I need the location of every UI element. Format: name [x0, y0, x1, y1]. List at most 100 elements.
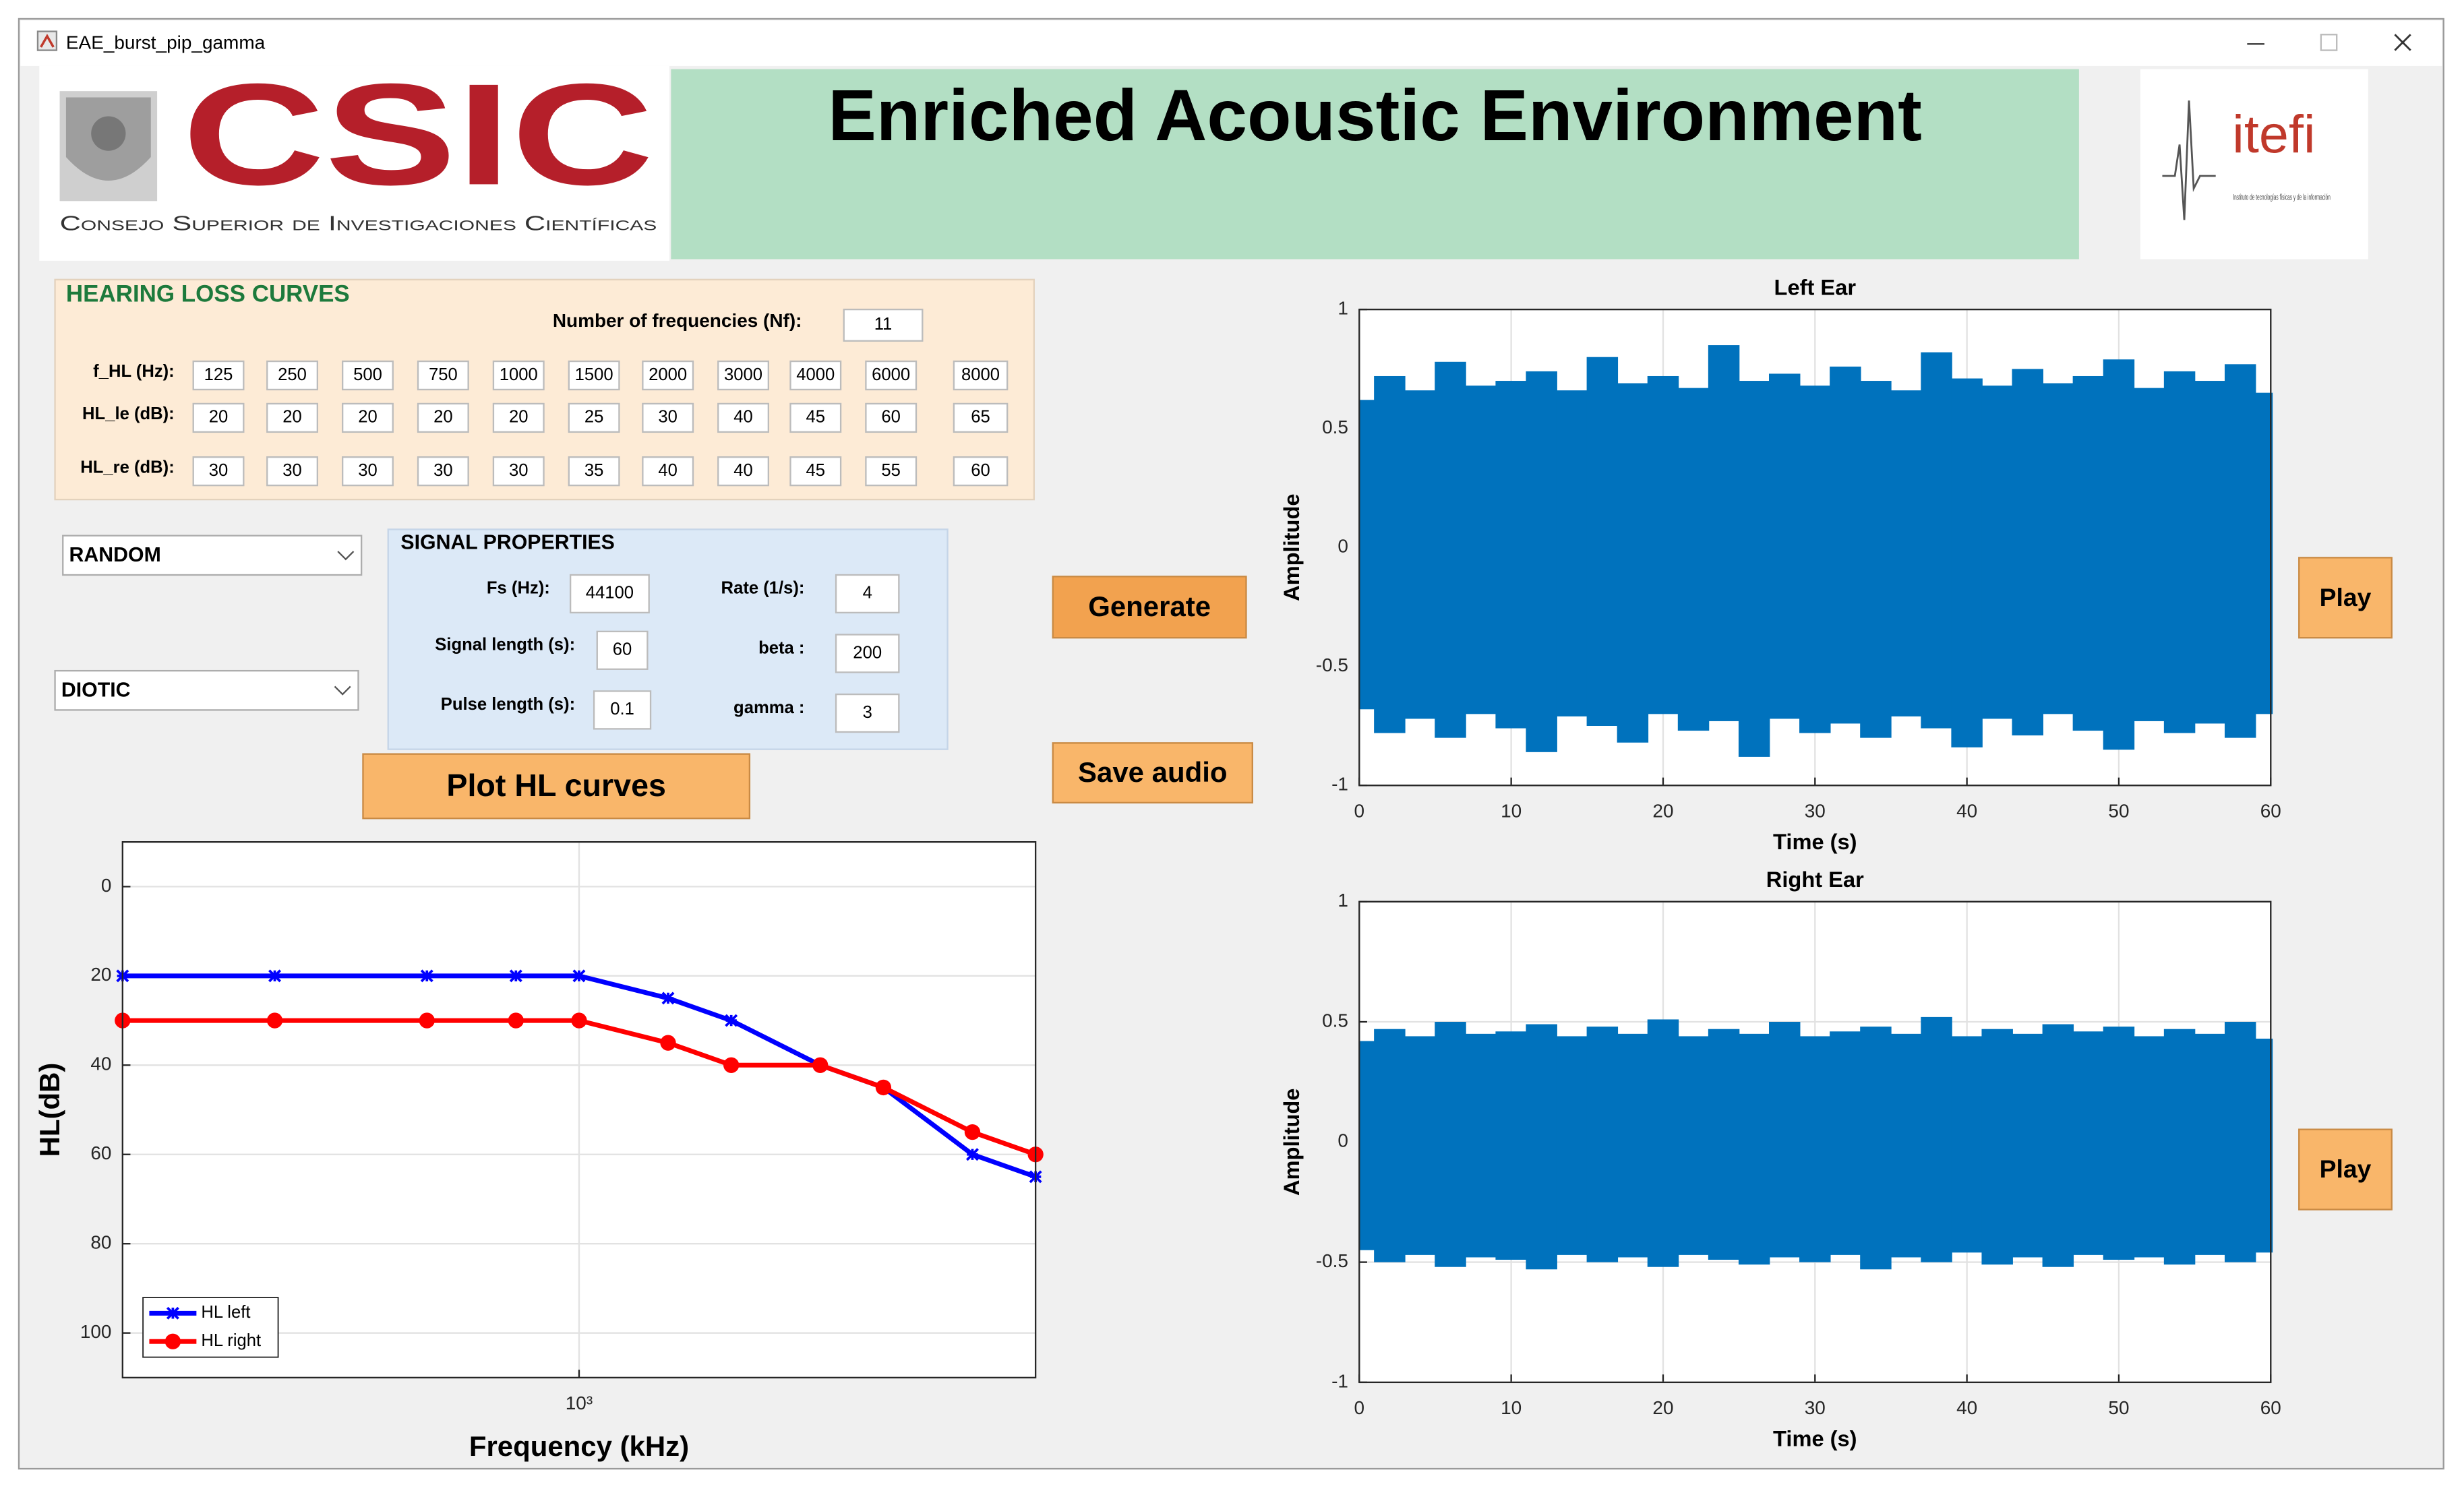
hl-row-label: HL_re (dB):	[80, 458, 175, 477]
hl-input-value: 30	[509, 461, 529, 480]
hl-input[interactable]	[642, 360, 694, 391]
hl-input[interactable]	[341, 360, 394, 391]
hl-input[interactable]	[492, 360, 545, 391]
hl-input[interactable]	[417, 456, 469, 487]
signal-band	[2255, 1038, 2273, 1253]
itefi-logo-text: itefi	[2232, 104, 2315, 164]
hl-input[interactable]	[192, 456, 245, 487]
signal-field-value: 60	[613, 640, 632, 659]
button-label[interactable]: Generate	[1088, 590, 1211, 622]
signal-field-label: Fs (Hz):	[487, 579, 550, 598]
title-bar	[20, 20, 2442, 66]
hl-input[interactable]	[417, 360, 469, 391]
signal-band	[1981, 386, 2013, 719]
button[interactable]	[2298, 1128, 2393, 1211]
hl-input[interactable]	[266, 402, 319, 433]
signal-band	[2255, 392, 2273, 714]
button-label[interactable]: Play	[2320, 1155, 2372, 1183]
x-axis-title: Frequency (kHz)	[469, 1430, 689, 1462]
hl-input[interactable]	[642, 402, 694, 433]
hl-input[interactable]	[341, 456, 394, 487]
data-point	[266, 1012, 283, 1029]
hl-input[interactable]	[717, 360, 770, 391]
legend-label: HL left	[201, 1303, 250, 1322]
hl-input[interactable]	[492, 456, 545, 487]
hl-input-value: 6000	[872, 365, 910, 384]
signal-band	[1374, 1029, 1406, 1262]
button[interactable]	[1052, 576, 1247, 639]
hl-input-value: 2000	[649, 365, 687, 384]
hl-input[interactable]	[789, 360, 842, 391]
hl-input[interactable]	[568, 402, 620, 433]
chart-title: Left Ear	[1774, 274, 1857, 299]
hl-input-value: 3000	[724, 365, 762, 384]
signal-field-input[interactable]	[596, 630, 649, 670]
hl-input[interactable]	[568, 456, 620, 487]
hl-input-value: 20	[358, 408, 378, 427]
y-tick-label: 40	[90, 1053, 111, 1074]
hl-input[interactable]	[341, 402, 394, 433]
signal-band	[1526, 371, 1557, 752]
hl-input[interactable]	[789, 402, 842, 433]
button[interactable]	[1052, 742, 1253, 804]
axes-box	[1358, 308, 2272, 787]
button-label[interactable]: Plot HL curves	[446, 768, 666, 803]
signal-field-input[interactable]	[835, 634, 900, 673]
signal-field-input[interactable]	[569, 574, 650, 614]
hl-input-value: 1500	[575, 365, 613, 384]
hl-input[interactable]	[266, 456, 319, 487]
signal-band	[2224, 364, 2256, 738]
signal-field-input[interactable]	[593, 690, 652, 730]
hl-input[interactable]	[192, 402, 245, 433]
signal-band	[2194, 1033, 2226, 1255]
button-label[interactable]: Save audio	[1078, 756, 1227, 788]
hl-input[interactable]	[492, 402, 545, 433]
button[interactable]	[362, 753, 751, 820]
hl-input[interactable]	[953, 456, 1009, 487]
hl-input[interactable]	[266, 360, 319, 391]
nf-input[interactable]	[843, 308, 924, 342]
hl-input[interactable]	[953, 360, 1009, 391]
signal-band	[1526, 1024, 1557, 1270]
hl-input-value: 20	[433, 408, 453, 427]
signal-field-input[interactable]	[835, 693, 900, 733]
x-tick-label: 40	[1956, 800, 1977, 821]
hl-input[interactable]	[642, 456, 694, 487]
signal-band	[1617, 383, 1649, 743]
hl-input[interactable]	[192, 360, 245, 391]
button[interactable]	[2298, 557, 2393, 639]
signal-band	[1465, 1033, 1497, 1258]
hl-input[interactable]	[865, 360, 918, 391]
hl-input[interactable]	[417, 402, 469, 433]
data-point	[661, 991, 675, 1005]
x-tick-label: 10	[1501, 800, 1522, 821]
y-tick-label: -1	[1331, 1370, 1348, 1391]
signal-band	[1358, 400, 1375, 710]
hl-input[interactable]	[717, 402, 770, 433]
hl-input[interactable]	[717, 456, 770, 487]
dropdown[interactable]	[62, 534, 363, 576]
hl-input-value: 35	[584, 461, 604, 480]
hl-input[interactable]	[568, 360, 620, 391]
close-button[interactable]	[2394, 34, 2411, 51]
signal-band	[1769, 1022, 1801, 1258]
maximize-button[interactable]	[2320, 34, 2338, 51]
signal-field-input[interactable]	[835, 574, 900, 614]
dropdown-value: DIOTIC	[61, 679, 131, 701]
hl-input[interactable]	[865, 402, 918, 433]
y-tick-label: 60	[90, 1142, 111, 1163]
hl-input[interactable]	[865, 456, 918, 487]
signal-band	[2103, 1027, 2135, 1260]
y-tick-label: 0	[1338, 1130, 1348, 1151]
button-label[interactable]: Play	[2320, 583, 2372, 611]
hl-input[interactable]	[953, 402, 1009, 433]
y-tick-label: -1	[1331, 774, 1348, 795]
signal-band	[1830, 1031, 1861, 1255]
hl-input-value: 4000	[796, 365, 835, 384]
x-tick-label: 10	[1501, 1397, 1522, 1418]
signal-band	[1738, 1033, 1770, 1265]
dropdown[interactable]	[54, 669, 359, 711]
hl-input[interactable]	[789, 456, 842, 487]
data-point	[572, 969, 586, 983]
